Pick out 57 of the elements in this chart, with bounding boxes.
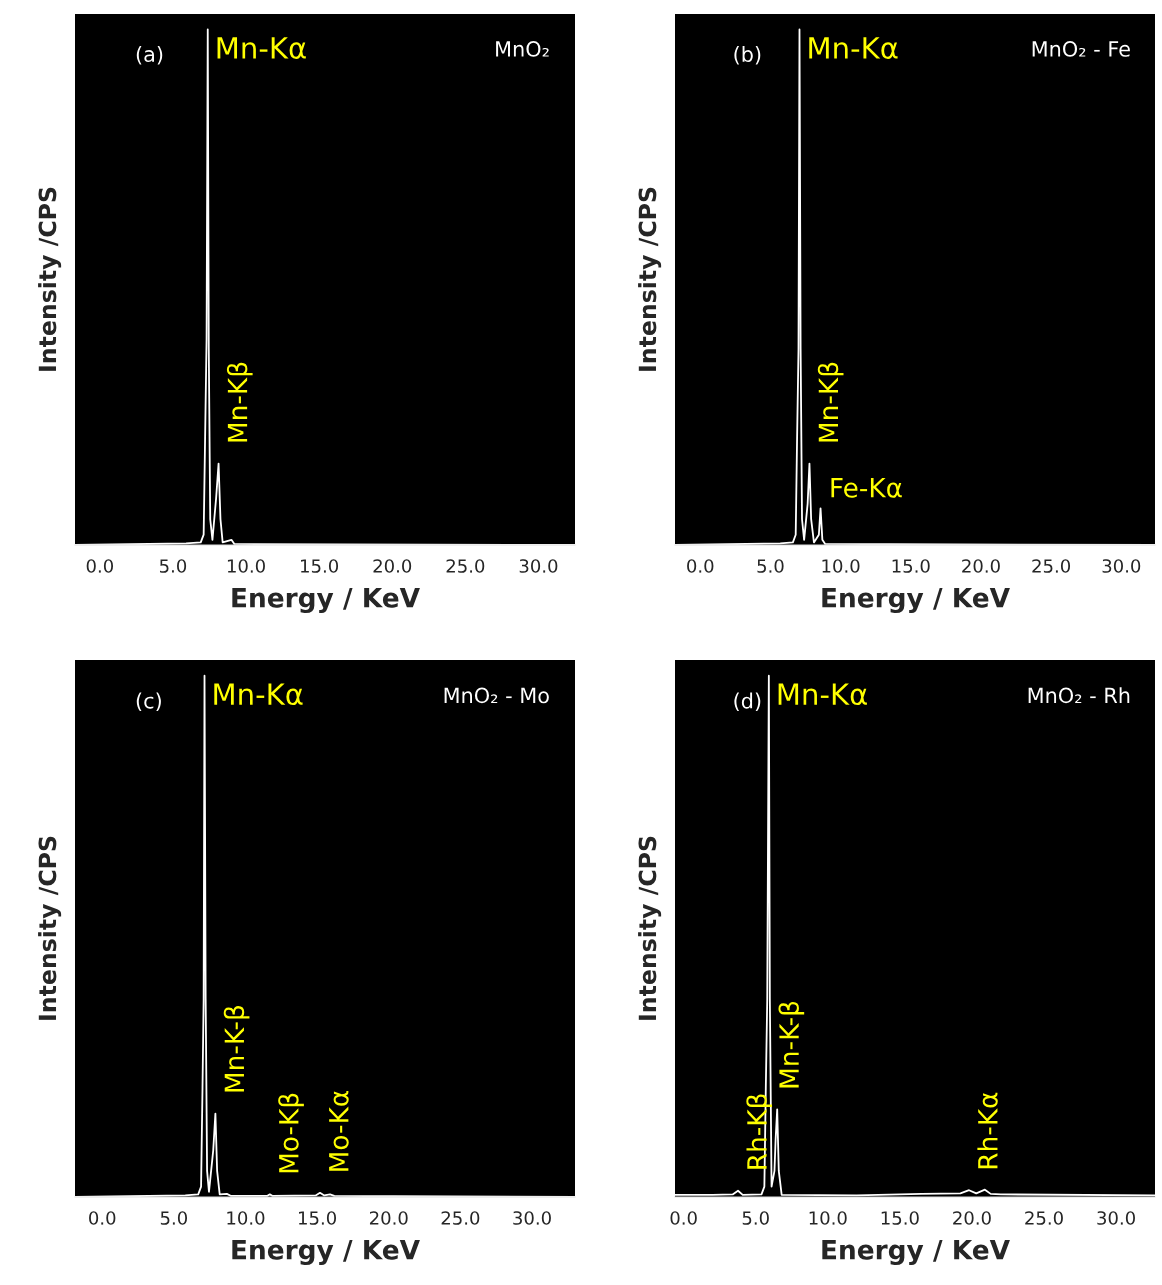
x-tick-label: 20.0 [962, 559, 1000, 573]
x-tick-label: 30.0 [1102, 559, 1141, 573]
x-tick-label: 30.0 [513, 1211, 551, 1225]
x-tick-label: 5.0 [757, 559, 784, 573]
x-tick-label: 30.0 [1097, 1211, 1135, 1225]
x-axis-title: Energy / KeV [822, 588, 1010, 614]
x-tick-label: 25.0 [1025, 1211, 1063, 1225]
annotation: Mn-Kα [778, 683, 867, 706]
annotation: Mo-Kβ [278, 1093, 304, 1173]
x-tick-label: 0.0 [89, 1211, 116, 1225]
x-axis-title: Energy / KeV [822, 1240, 1010, 1266]
x-tick-label: 5.0 [742, 1211, 769, 1225]
annotation: Mn-Kβ [226, 362, 253, 442]
x-tick-label: 15.0 [881, 1211, 919, 1225]
x-tick-label: 25.0 [1032, 559, 1071, 573]
annotation: (c) [136, 692, 161, 712]
annotation: Mn-Kβ [817, 362, 844, 442]
x-tick-label: 20.0 [373, 559, 412, 573]
annotation: MnO₂ - Rh [1028, 687, 1130, 704]
x-tick-label: 0.0 [86, 559, 114, 573]
x-tick-label: 10.0 [227, 559, 265, 573]
x-tick-label: 20.0 [369, 1211, 408, 1225]
x-tick-label: 25.0 [441, 1211, 480, 1225]
y-axis-title: Intensity /CPS [38, 187, 62, 371]
y-axis-title: Intensity /CPS [638, 836, 662, 1020]
annotation: MnO₂ - Fe [1032, 41, 1130, 57]
x-tick-label: 15.0 [892, 559, 930, 573]
y-axis-title: Intensity /CPS [638, 187, 662, 371]
x-tick-label: 10.0 [227, 1211, 265, 1225]
x-axis-title: Energy / KeV [232, 588, 420, 614]
annotation: Rh-Kα [977, 1092, 998, 1169]
x-axis-title: Energy / KeV [232, 1240, 420, 1266]
annotation: Mn-Kα [217, 37, 306, 59]
annotation: Mn-Kα [809, 37, 898, 59]
x-tick-label: 30.0 [519, 559, 558, 573]
x-tick-label: 0.0 [670, 1211, 697, 1225]
annotation: MnO₂ [496, 41, 549, 57]
x-tick-label: 20.0 [953, 1211, 991, 1225]
x-tick-label: 15.0 [299, 1211, 337, 1225]
annotation: Fe-Kα [831, 478, 902, 498]
x-tick-label: 0.0 [687, 559, 714, 573]
y-axis-title: Intensity /CPS [38, 836, 62, 1020]
annotation: Rh-Kβ [746, 1094, 773, 1169]
x-tick-label: 15.0 [301, 559, 339, 573]
annotation: (b) [734, 45, 761, 65]
x-tick-label: 10.0 [809, 1211, 847, 1225]
annotation: Mn-K-β [778, 1001, 805, 1088]
annotation: (d) [734, 692, 761, 712]
x-tick-label: 10.0 [822, 559, 860, 573]
annotation: MnO₂ - Mo [444, 687, 549, 704]
annotation: Mn-Kα [214, 683, 303, 706]
x-tick-label: 25.0 [446, 559, 485, 573]
annotation: Mo-Kα [329, 1091, 349, 1171]
x-tick-label: 5.0 [159, 559, 187, 573]
annotation: (a) [136, 45, 163, 65]
annotation: Mn-K-β [223, 1006, 250, 1092]
x-tick-label: 5.0 [160, 1211, 188, 1225]
